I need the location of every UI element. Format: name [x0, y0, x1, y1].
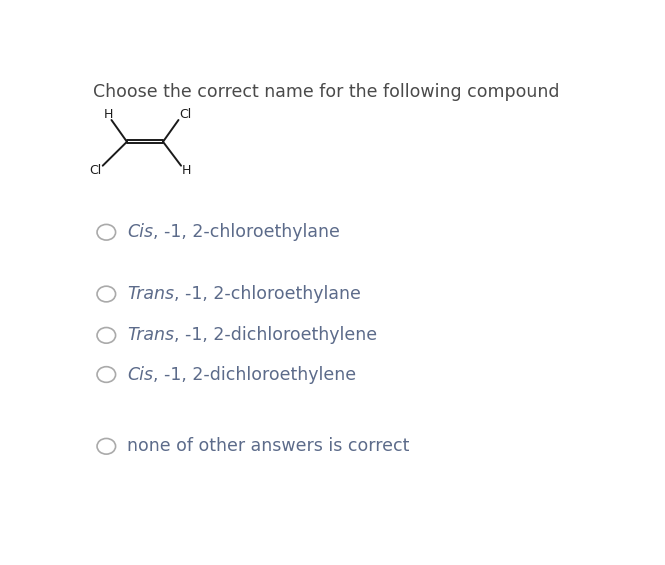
Text: , -1, 2-dichloroethylene: , -1, 2-dichloroethylene	[174, 327, 377, 344]
Text: Cis: Cis	[127, 366, 153, 384]
Text: , -1, 2-dichloroethylene: , -1, 2-dichloroethylene	[153, 366, 356, 384]
Text: Cl: Cl	[180, 108, 192, 121]
Text: , -1, 2-chloroethylane: , -1, 2-chloroethylane	[174, 285, 361, 303]
Text: Trans: Trans	[127, 285, 174, 303]
Text: none of other answers is correct: none of other answers is correct	[127, 437, 409, 455]
Text: Trans: Trans	[127, 327, 174, 344]
Text: Cis: Cis	[127, 223, 153, 241]
Text: H: H	[104, 108, 113, 121]
Text: H: H	[182, 164, 191, 177]
Text: Choose the correct name for the following compound: Choose the correct name for the followin…	[93, 83, 560, 101]
Text: Cl: Cl	[89, 163, 101, 176]
Text: , -1, 2-chloroethylane: , -1, 2-chloroethylane	[153, 223, 340, 241]
